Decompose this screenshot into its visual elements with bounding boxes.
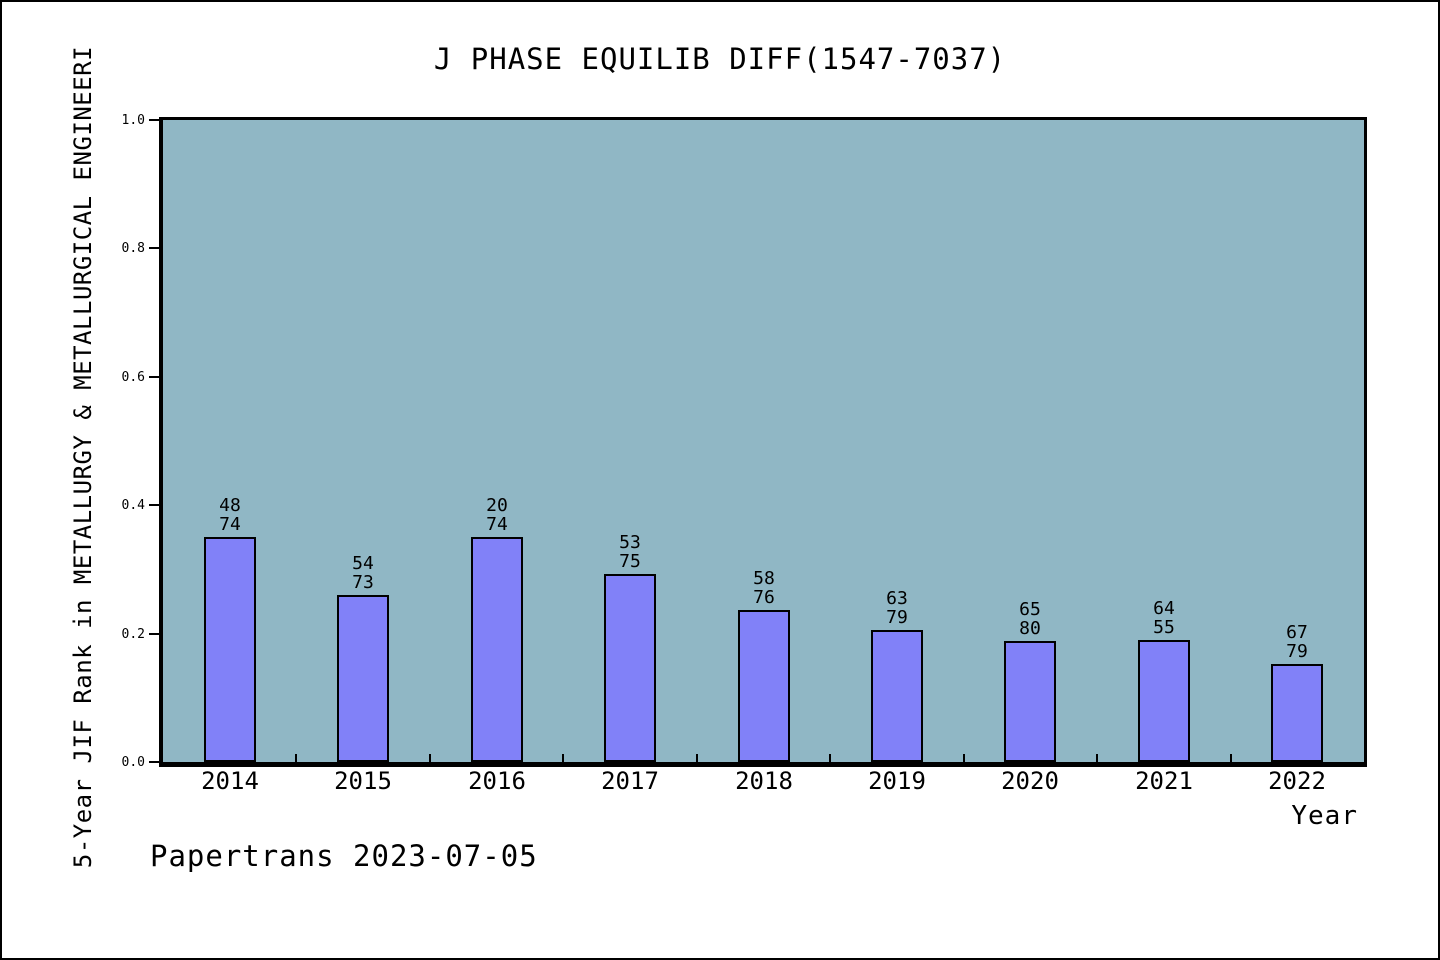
x-tick-label: 2017 [601, 767, 659, 795]
bar-value-label: 64 55 [1132, 599, 1196, 637]
x-minor-tick [562, 754, 564, 762]
bar-value-label: 67 79 [1265, 623, 1329, 661]
bar-label-denominator: 55 [1153, 617, 1175, 638]
x-axis-label: Year [1291, 801, 1358, 831]
bar-value-label: 63 79 [865, 589, 929, 627]
chart-bar [871, 630, 923, 762]
bar-label-numerator: 53 [619, 532, 641, 553]
x-minor-tick [696, 754, 698, 762]
y-tick [149, 247, 159, 249]
chart-bar [337, 595, 389, 762]
y-tick [149, 761, 159, 763]
chart-bar [604, 574, 656, 762]
chart-bar [738, 610, 790, 762]
bar-value-label: 48 74 [198, 496, 262, 534]
bar-label-denominator: 74 [219, 514, 241, 535]
x-tick-label: 2016 [468, 767, 526, 795]
x-minor-tick [1230, 754, 1232, 762]
bar-label-numerator: 65 [1019, 599, 1041, 620]
bar-label-denominator: 79 [886, 607, 908, 628]
y-tick [149, 376, 159, 378]
chart-bar [1138, 640, 1190, 762]
x-minor-tick [295, 754, 297, 762]
bar-label-numerator: 20 [486, 495, 508, 516]
bar-label-numerator: 54 [352, 553, 374, 574]
plot-area: 48 74 54 73 20 74 53 75 58 76 63 79 65 80 64 55 67 79 [163, 120, 1364, 762]
x-minor-tick [829, 754, 831, 762]
x-tick-label: 2022 [1268, 767, 1326, 795]
bar-value-label: 20 74 [465, 496, 529, 534]
y-tick-label: 0.4 [121, 498, 145, 513]
y-tick-label: 0.0 [121, 755, 145, 770]
bar-label-numerator: 58 [753, 568, 775, 589]
chart-bar [204, 537, 256, 762]
bar-label-numerator: 48 [219, 495, 241, 516]
bar-label-denominator: 73 [352, 572, 374, 593]
chart-bar [471, 537, 523, 762]
bar-value-label: 58 76 [732, 569, 796, 607]
bar-value-label: 65 80 [998, 600, 1062, 638]
bar-label-numerator: 67 [1286, 622, 1308, 643]
y-axis-label: 5-Year JIF Rank in METALLURGY & METALLUR… [69, 45, 97, 869]
y-tick-label: 0.2 [121, 627, 145, 642]
x-tick-label: 2015 [334, 767, 392, 795]
x-tick-label: 2021 [1135, 767, 1193, 795]
y-tick [149, 633, 159, 635]
bar-label-denominator: 80 [1019, 618, 1041, 639]
x-tick-label: 2020 [1001, 767, 1059, 795]
y-tick [149, 119, 159, 121]
x-tick-label: 2019 [868, 767, 926, 795]
chart-bar [1271, 664, 1323, 762]
bar-value-label: 54 73 [331, 554, 395, 592]
x-minor-tick [963, 754, 965, 762]
x-minor-tick [429, 754, 431, 762]
x-tick-label: 2018 [735, 767, 793, 795]
chart-bar [1004, 641, 1056, 762]
watermark-text: Papertrans 2023-07-05 [150, 839, 538, 873]
bar-label-denominator: 76 [753, 587, 775, 608]
bar-label-denominator: 79 [1286, 641, 1308, 662]
plot-frame: 48 74 54 73 20 74 53 75 58 76 63 79 65 80 64 55 67 79 [159, 117, 1367, 767]
chart-title: J PHASE EQUILIB DIFF(1547-7037) [433, 42, 1007, 76]
y-tick-label: 1.0 [121, 113, 145, 128]
y-tick-label: 0.6 [121, 370, 145, 385]
bar-label-denominator: 75 [619, 551, 641, 572]
bar-label-numerator: 64 [1153, 598, 1175, 619]
x-minor-tick [1096, 754, 1098, 762]
bar-value-label: 53 75 [598, 533, 662, 571]
bar-label-denominator: 74 [486, 514, 508, 535]
y-tick [149, 504, 159, 506]
bar-label-numerator: 63 [886, 588, 908, 609]
y-tick-label: 0.8 [121, 241, 145, 256]
x-tick-label: 2014 [201, 767, 259, 795]
